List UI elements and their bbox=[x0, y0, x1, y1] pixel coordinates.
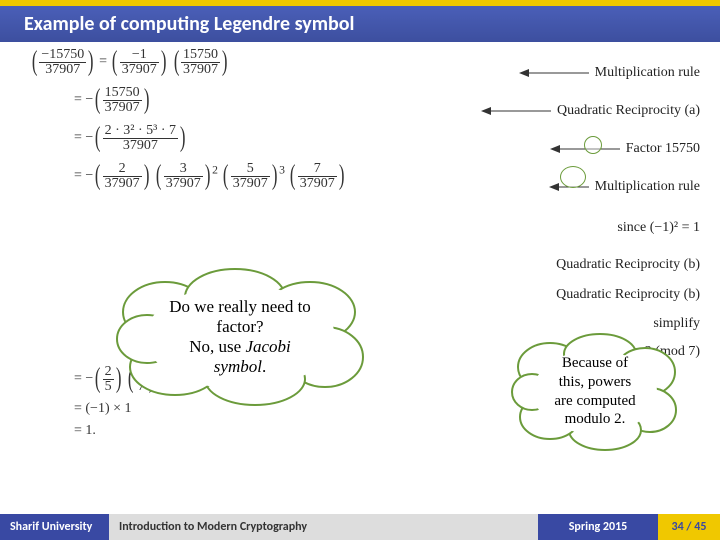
footer-university: Sharif University bbox=[0, 514, 109, 540]
annotation-1: Multiplication rule bbox=[481, 54, 700, 92]
math-line-1: (−1575037907) = (−137907) (1575037907) bbox=[30, 46, 346, 78]
math-line-9: = 1. bbox=[30, 423, 346, 439]
arrow-icon bbox=[519, 66, 589, 80]
annotation-4: Multiplication rule bbox=[481, 168, 700, 206]
math-line-2: = −(1575037907) bbox=[30, 84, 346, 116]
slide-footer: Sharif University Introduction to Modern… bbox=[0, 514, 720, 540]
callout-text: Because of this, powers are computed mod… bbox=[510, 354, 680, 429]
bubble-dot-icon bbox=[560, 166, 586, 188]
callout-modulo: Because of this, powers are computed mod… bbox=[510, 332, 680, 452]
annotation-7: Quadratic Reciprocity (b) bbox=[481, 280, 700, 310]
footer-page: 34 / 45 bbox=[658, 514, 720, 540]
arrow-icon bbox=[481, 104, 551, 118]
footer-term: Spring 2015 bbox=[538, 514, 658, 540]
annotation-5: since (−1)² = 1 bbox=[481, 206, 700, 250]
annotation-2: Quadratic Reciprocity (a) bbox=[481, 92, 700, 130]
slide-content: (−1575037907) = (−137907) (1575037907) =… bbox=[0, 42, 720, 514]
annotation-column: Multiplication rule Quadratic Reciprocit… bbox=[481, 54, 700, 366]
bubble-dot-icon bbox=[584, 136, 602, 154]
math-line-4: = −(237907) (337907)2 (537907)3 (737907) bbox=[30, 160, 346, 192]
slide-title: Example of computing Legendre symbol bbox=[24, 12, 354, 36]
callout-text: Do we really need to factor? No, use Jac… bbox=[115, 297, 365, 377]
callout-jacobi: Do we really need to factor? No, use Jac… bbox=[115, 267, 365, 407]
footer-course: Introduction to Modern Cryptography bbox=[109, 514, 538, 540]
annotation-6: Quadratic Reciprocity (b) bbox=[481, 250, 700, 280]
math-line-3: = −(2 · 3² · 5³ · 737907) bbox=[30, 122, 346, 154]
slide-header: Example of computing Legendre symbol bbox=[0, 6, 720, 42]
